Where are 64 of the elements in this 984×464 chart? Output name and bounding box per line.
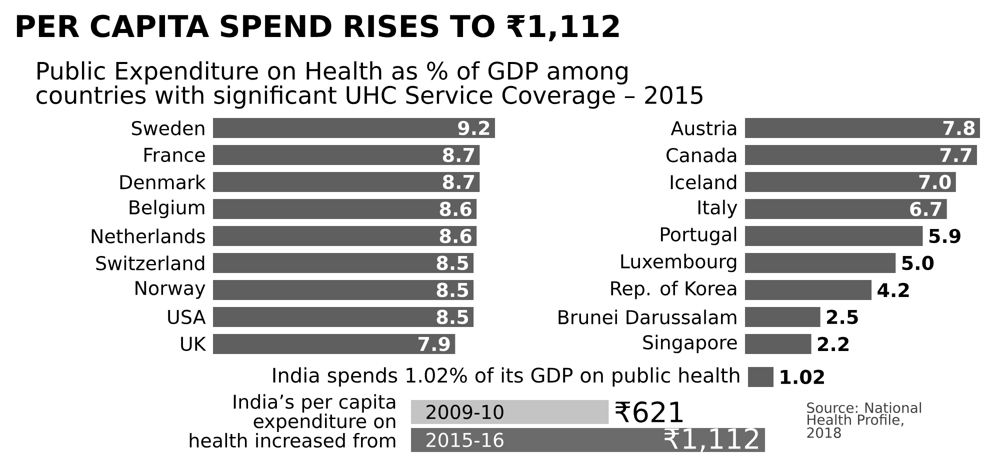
bar: [213, 145, 480, 165]
y-tick-label: Sweden: [132, 120, 204, 136]
y-tick-label: Norway: [136, 281, 206, 299]
data-label: 6.7: [910, 202, 942, 216]
bar: [213, 172, 480, 192]
y-tick-label: India spends 1.02% of its GDP on public health: [273, 367, 740, 387]
y-tick-label: France: [144, 148, 205, 162]
y-tick-label: Portugal: [660, 226, 736, 246]
data-label: 8.7: [442, 174, 474, 190]
data-label: ₹1,112: [664, 428, 758, 452]
y-tick-label: Switzerland: [96, 256, 204, 270]
bar: [745, 306, 820, 327]
data-label: 8.5: [436, 310, 468, 324]
y-tick-label: 2015-16: [426, 432, 504, 448]
y-tick-label: Italy: [698, 200, 738, 218]
chart-subtitle: Public Expenditure on Health as % of GDP among countries with significant UHC Service Coverage – 2015: [36, 61, 702, 109]
data-label: 5.0: [902, 256, 934, 270]
data-label: 7.0: [919, 174, 951, 190]
bar: [213, 199, 477, 219]
bar: [745, 226, 923, 246]
data-label: 4.2: [878, 282, 909, 298]
data-label: 8.7: [442, 148, 474, 162]
bar: [213, 334, 456, 354]
bar: [213, 118, 496, 138]
data-label: 7.8: [943, 120, 975, 136]
y-tick-label: USA: [168, 310, 206, 324]
y-tick-label: Denmark: [120, 174, 206, 190]
bar: [745, 199, 947, 219]
bar: [213, 252, 474, 273]
data-label: ₹621: [615, 401, 683, 423]
data-label: 7.7: [940, 148, 972, 162]
y-tick-label: Austria: [670, 120, 736, 136]
data-label: 2.2: [818, 336, 848, 352]
data-label: 5.9: [929, 228, 960, 244]
data-label: 8.6: [440, 202, 472, 216]
source-note: Source: National Health Profile, 2018: [807, 402, 922, 438]
data-label: 8.5: [436, 282, 468, 298]
y-tick-label: Rep. of Korea: [611, 280, 736, 300]
y-tick-label: Luxembourg: [621, 254, 736, 272]
y-tick-label: Singapore: [643, 334, 737, 354]
bar: [213, 280, 474, 300]
y-tick-label: Belgium: [130, 200, 204, 218]
data-label: 8.6: [440, 228, 472, 244]
y-tick-label: Canada: [666, 148, 736, 162]
bar: [745, 252, 896, 273]
y-tick-label: UK: [181, 336, 206, 352]
bar: [213, 226, 477, 246]
bar: [745, 172, 956, 192]
data-label: 8.5: [436, 256, 468, 270]
bar: [745, 334, 812, 354]
text: India’s per capita expenditure on health increased from: [190, 394, 396, 448]
data-label: 2.5: [827, 310, 858, 324]
bar: [213, 306, 474, 327]
data-label: 1.02: [780, 370, 824, 384]
data-label: 9.2: [458, 120, 490, 136]
y-tick-label: 2009-10: [426, 404, 504, 420]
y-tick-label: Iceland: [670, 174, 736, 190]
bar: [745, 280, 872, 300]
bar: [745, 118, 980, 138]
bar: [745, 145, 977, 165]
y-tick-label: Brunei Darussalam: [558, 310, 736, 324]
data-label: 7.9: [418, 336, 450, 352]
y-tick-label: Netherlands: [92, 228, 205, 244]
chart-title: PER CAPITA SPEND RISES TO ₹1,112: [16, 14, 619, 42]
